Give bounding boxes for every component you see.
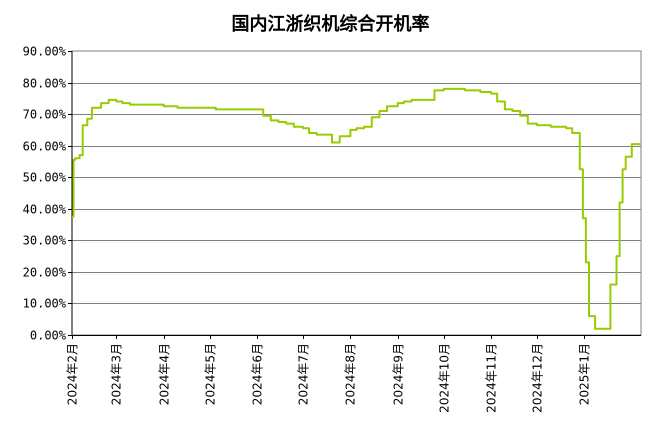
x-axis-ticks: 2024年2月 2024年3月 2024年4月 2024年5月 2024年6月 2024年… (66, 335, 592, 413)
y-tick-label: 90.00% (23, 45, 67, 59)
grid-lines (72, 83, 641, 304)
y-tick-label: 80.00% (23, 77, 67, 91)
y-tick-label: 0.00% (30, 329, 67, 343)
x-tick-label: 2024年11月 (485, 343, 499, 413)
x-tick-label: 2024年12月 (531, 343, 545, 413)
y-tick-label: 30.00% (23, 234, 67, 248)
chart-title: 国内江浙织机综合开机率 (231, 14, 430, 35)
x-tick-label: 2024年2月 (66, 343, 80, 405)
axes (71, 50, 642, 336)
x-tick-label: 2024年8月 (344, 343, 358, 405)
x-tick-label: 2024年10月 (438, 343, 452, 413)
series-line (72, 87, 641, 330)
x-tick-label: 2024年3月 (110, 343, 124, 405)
y-tick-label: 50.00% (23, 171, 67, 185)
plot-frame (71, 50, 642, 336)
y-axis-ticks: 90.00% 80.00% 70.00% 60.00% 50.00% 40.00% 30.0… (23, 45, 72, 343)
x-tick-label: 2024年9月 (392, 343, 406, 405)
y-tick-label: 40.00% (23, 203, 67, 217)
series-layer (72, 87, 641, 330)
y-tick-label: 20.00% (23, 266, 67, 280)
x-tick-label: 2024年7月 (297, 343, 311, 405)
y-tick-label: 70.00% (23, 108, 67, 122)
x-tick-label: 2025年1月 (578, 343, 592, 405)
y-tick-label: 60.00% (23, 140, 67, 154)
x-tick-label: 2024年4月 (158, 343, 172, 405)
y-tick-label: 10.00% (23, 297, 67, 311)
x-tick-label: 2024年6月 (251, 343, 265, 405)
x-tick-label: 2024年5月 (204, 343, 218, 405)
